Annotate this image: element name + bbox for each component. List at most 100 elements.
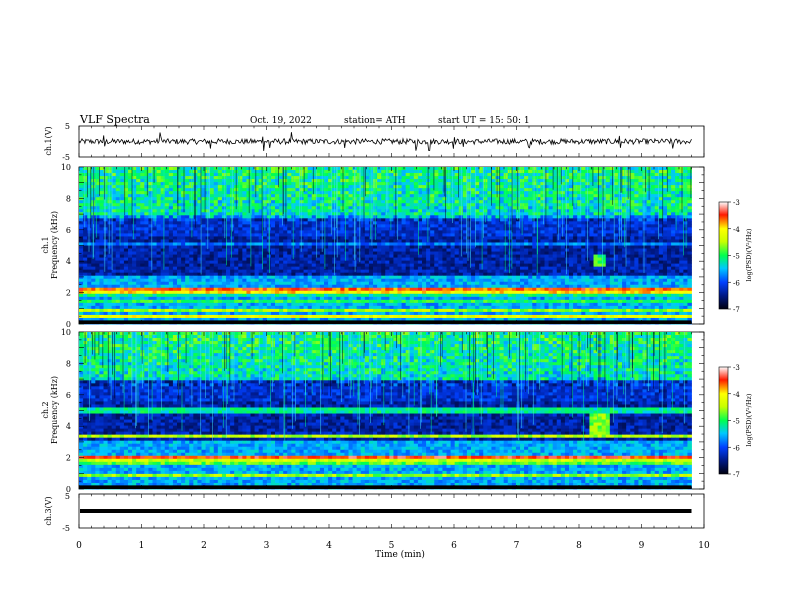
spectrogram-cell: [475, 191, 480, 195]
spectrogram-cell: [687, 224, 692, 228]
spectrogram-cell: [683, 221, 688, 225]
spectrogram-cell: [279, 167, 284, 171]
spectrogram-cell: [324, 170, 329, 174]
spectrogram-cell: [83, 197, 88, 201]
spectrogram-cell: [217, 170, 223, 174]
spectrogram-cell: [181, 179, 186, 183]
spectrogram-cell: [377, 218, 382, 222]
spectrogram-cell: [356, 176, 362, 180]
spectrogram-cell: [618, 179, 623, 183]
spectrogram-cell: [132, 197, 137, 201]
spectrogram-cell: [475, 260, 480, 265]
spectrogram-cell: [356, 185, 362, 189]
spectrogram-cell: [250, 176, 255, 180]
spectrogram-cell: [536, 209, 541, 213]
spectrogram-cell: [593, 176, 598, 180]
spectrogram-cell: [462, 188, 468, 192]
spectrogram-cell: [601, 200, 607, 204]
spectrogram-cell: [462, 200, 468, 204]
spectrogram-cell: [646, 245, 652, 249]
spectrogram-cell: [275, 212, 280, 216]
spectrogram-cell: [511, 200, 517, 204]
spectrogram-cell: [275, 221, 280, 225]
spectrogram-cell: [613, 215, 619, 219]
spectrogram-cell: [454, 170, 460, 174]
spectrogram-cell: [426, 233, 431, 237]
spectrogram-cell: [413, 260, 419, 265]
spectrogram-cell: [160, 257, 166, 261]
spectrogram-cell: [397, 197, 402, 201]
spectrogram-cell: [83, 191, 88, 195]
spectrogram-cell: [172, 209, 178, 213]
spectrogram-cell: [123, 245, 129, 249]
spectrogram-cell: [295, 206, 300, 210]
spectrogram-cell: [507, 245, 513, 249]
spectrogram-cell: [128, 209, 133, 213]
spectrogram-cell: [495, 212, 500, 216]
spectrogram-cell: [275, 167, 280, 171]
spectrogram-cell: [287, 185, 292, 189]
spectrogram-cell: [148, 218, 153, 222]
spectrogram-cell: [487, 194, 492, 198]
spectrogram-cell: [238, 224, 243, 228]
spectrogram-cell: [409, 242, 415, 246]
spectrogram-cell: [128, 206, 133, 210]
spectrogram-cell: [217, 230, 223, 234]
spectrogram-cell: [172, 182, 178, 186]
spectrogram-cell: [507, 239, 513, 243]
spectrogram-cell: [487, 179, 492, 183]
spectrogram-cell: [234, 233, 239, 237]
spectrogram-cell: [422, 233, 427, 237]
spectrogram-cell: [524, 173, 529, 177]
spectrogram-cell: [275, 185, 280, 189]
spectrogram-cell: [605, 233, 611, 237]
spectrogram-cell: [650, 257, 656, 261]
spectrogram-cell: [279, 200, 284, 204]
spectrogram-cell: [650, 251, 656, 255]
spectrogram-cell: [226, 257, 231, 261]
spectrogram-cell: [475, 185, 480, 189]
spectrogram-cell: [213, 251, 219, 255]
spectrogram-cell: [377, 188, 382, 192]
spectrogram-cell: [613, 224, 619, 228]
spectrogram-cell: [630, 206, 635, 210]
spectrogram-cell: [413, 185, 419, 189]
spectrogram-cell: [315, 224, 321, 228]
spectrogram-cell: [503, 251, 509, 255]
spectrogram-cell: [687, 173, 692, 177]
spectrogram-cell: [417, 230, 423, 234]
spectrogram-cell: [111, 182, 117, 186]
spectrogram-cell: [230, 245, 235, 249]
spectrogram-cell: [515, 239, 521, 243]
spectrogram-cell: [658, 218, 664, 222]
spectrogram-cell: [181, 251, 186, 255]
spectrogram-cell: [315, 182, 321, 186]
spectrogram-cell: [417, 203, 423, 207]
spectrogram-cell: [442, 227, 447, 231]
spectrogram-cell: [471, 227, 476, 231]
spectrogram-cell: [177, 179, 182, 183]
spectrogram-cell: [454, 185, 460, 189]
spectrogram-cell: [311, 173, 317, 177]
spectrogram-cell: [172, 233, 178, 237]
spectrogram-cell: [662, 260, 668, 265]
spectrogram-cell: [605, 260, 611, 265]
spectrogram-cell: [262, 242, 268, 246]
spectrogram-cell: [389, 227, 394, 231]
spectrogram-cell: [377, 227, 382, 231]
spectrogram-cell: [287, 224, 292, 228]
spectrogram-cell: [511, 242, 517, 246]
spectrogram-cell: [172, 194, 178, 198]
spectrogram-cell: [115, 263, 121, 268]
spectrogram-cell: [95, 224, 100, 228]
spectrogram-cell: [270, 185, 276, 189]
spectrogram-cell: [136, 170, 141, 174]
spectrogram-cell: [160, 221, 166, 225]
spectrogram-cell: [642, 224, 647, 228]
spectrogram-cell: [434, 254, 439, 258]
spectrogram-cell: [450, 185, 456, 189]
spectrogram-cell: [99, 185, 104, 189]
spectrogram-cell: [524, 224, 529, 228]
spectrogram-cell: [397, 179, 402, 183]
spectrogram-cell: [454, 230, 460, 234]
